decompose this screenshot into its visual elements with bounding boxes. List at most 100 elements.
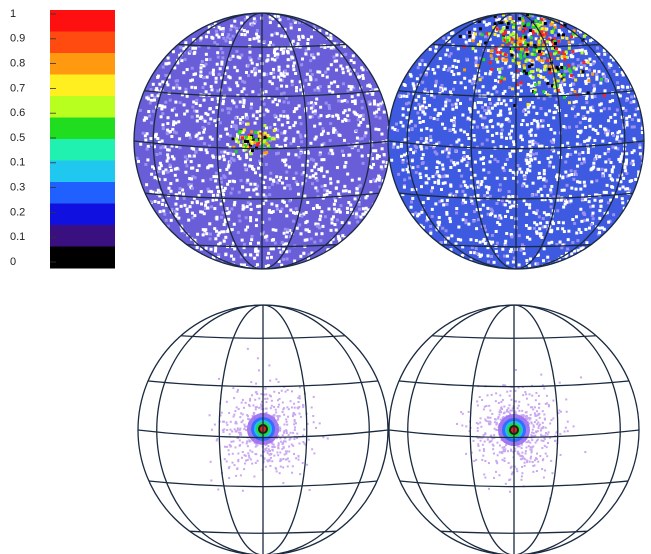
- count-pixel: [566, 69, 570, 73]
- count-pixel: [333, 59, 337, 63]
- count-pixel: [490, 254, 494, 258]
- count-pixel: [333, 128, 337, 132]
- count-pixel: [325, 192, 329, 196]
- count-pixel: [572, 249, 576, 253]
- count-pixel: [520, 146, 524, 150]
- count-pixel: [579, 247, 583, 251]
- count-pixel: [165, 170, 169, 174]
- hot-pixel: [572, 29, 576, 33]
- count-pixel: [580, 219, 584, 223]
- count-pixel: [607, 148, 611, 152]
- count-pixel: [436, 113, 440, 117]
- count-pixel: [213, 423, 216, 426]
- count-pixel: [545, 394, 548, 397]
- count-pixel: [213, 22, 217, 26]
- count-pixel: [460, 143, 464, 147]
- count-pixel: [290, 443, 293, 446]
- hot-pixel: [266, 144, 270, 148]
- count-pixel: [305, 238, 309, 242]
- count-pixel: [534, 37, 538, 41]
- count-pixel: [445, 198, 449, 202]
- count-pixel: [320, 210, 324, 214]
- count-pixel: [223, 150, 227, 154]
- count-pixel: [245, 459, 248, 462]
- count-pixel: [344, 189, 348, 193]
- count-pixel: [248, 196, 252, 200]
- count-pixel: [156, 89, 160, 93]
- count-pixel: [307, 438, 310, 441]
- count-pixel: [502, 169, 506, 173]
- count-pixel: [440, 199, 444, 203]
- count-pixel: [444, 229, 448, 233]
- hot-pixel: [552, 42, 556, 46]
- count-pixel: [445, 174, 449, 178]
- hot-pixel: [556, 84, 560, 88]
- count-pixel: [521, 465, 524, 468]
- count-pixel: [486, 246, 490, 250]
- count-pixel: [553, 439, 556, 442]
- count-pixel: [637, 170, 641, 174]
- count-pixel: [254, 246, 258, 250]
- count-pixel: [283, 69, 287, 73]
- count-pixel: [209, 24, 213, 28]
- count-pixel: [320, 143, 324, 147]
- count-pixel: [426, 217, 430, 221]
- hot-pixel: [567, 67, 571, 71]
- count-pixel: [353, 144, 357, 148]
- count-pixel: [307, 253, 311, 257]
- count-pixel: [510, 235, 514, 239]
- count-pixel: [299, 254, 303, 258]
- count-pixel: [240, 421, 243, 424]
- count-pixel: [271, 43, 275, 47]
- hot-pixel: [526, 102, 530, 106]
- count-pixel: [345, 206, 349, 210]
- count-pixel: [445, 210, 449, 214]
- count-pixel: [505, 410, 508, 413]
- count-pixel: [319, 105, 323, 109]
- hot-pixel: [553, 41, 557, 45]
- count-pixel: [576, 239, 580, 243]
- count-pixel: [265, 72, 269, 76]
- count-pixel: [157, 141, 161, 145]
- count-pixel: [479, 417, 482, 420]
- count-pixel: [516, 407, 519, 410]
- count-pixel: [315, 178, 319, 182]
- count-pixel: [238, 157, 242, 161]
- hot-pixel: [516, 41, 520, 45]
- count-pixel: [269, 464, 272, 467]
- count-pixel: [591, 211, 595, 215]
- hot-pixel: [488, 61, 492, 65]
- count-pixel: [534, 212, 538, 216]
- count-pixel: [476, 400, 479, 403]
- count-pixel: [184, 41, 188, 45]
- count-pixel: [262, 193, 266, 197]
- count-pixel: [527, 160, 531, 164]
- count-pixel: [393, 127, 397, 131]
- count-pixel: [197, 164, 201, 168]
- count-pixel: [289, 208, 293, 212]
- hot-pixel: [551, 28, 555, 32]
- count-pixel: [545, 79, 549, 83]
- count-pixel: [421, 153, 425, 157]
- count-pixel: [320, 169, 324, 173]
- count-pixel: [221, 29, 225, 33]
- count-pixel: [541, 468, 544, 471]
- count-pixel: [293, 418, 296, 421]
- count-pixel: [158, 194, 162, 198]
- count-pixel: [233, 397, 236, 400]
- count-pixel: [505, 198, 509, 202]
- count-pixel: [567, 125, 571, 129]
- hot-pixel: [535, 49, 539, 53]
- count-pixel: [609, 55, 613, 59]
- count-pixel: [510, 448, 513, 451]
- count-pixel: [535, 410, 538, 413]
- count-pixel: [184, 170, 188, 174]
- count-pixel: [611, 145, 615, 149]
- count-pixel: [436, 170, 440, 174]
- count-pixel: [472, 439, 475, 442]
- count-pixel: [174, 79, 178, 83]
- count-pixel: [519, 134, 523, 138]
- count-pixel: [487, 416, 490, 419]
- count-pixel: [294, 107, 298, 111]
- count-pixel: [531, 139, 535, 143]
